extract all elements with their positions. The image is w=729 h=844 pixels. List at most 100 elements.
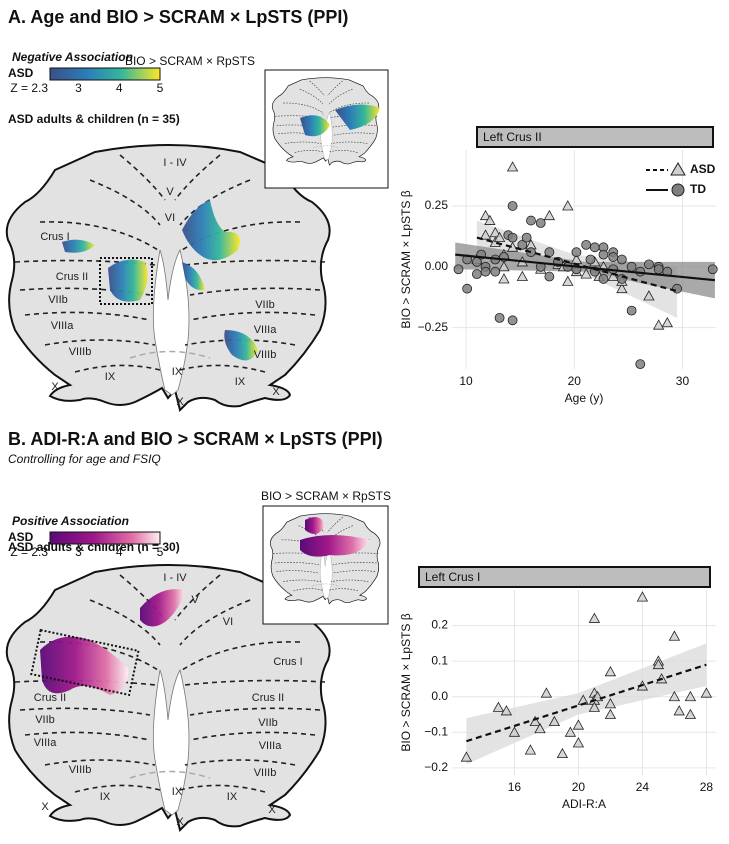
point	[626, 261, 637, 272]
colorbar-title: Negative Association	[12, 50, 133, 64]
region-label: VIIIb	[254, 349, 277, 361]
point	[535, 218, 546, 228]
region-label: X	[176, 816, 184, 828]
point	[571, 247, 582, 258]
point	[636, 591, 649, 602]
point	[572, 719, 585, 730]
region-label: IX	[100, 791, 111, 803]
fit-line	[476, 236, 678, 293]
y-tick-label: −0.25	[418, 320, 449, 334]
x-axis-label: Age (y)	[565, 391, 604, 405]
point	[580, 268, 592, 279]
point	[684, 690, 697, 702]
point	[616, 282, 628, 294]
point	[529, 715, 541, 727]
point	[608, 252, 619, 262]
point	[673, 705, 685, 716]
region-label: VIIIa	[51, 320, 75, 332]
panel-title: A. Age and BIO > SCRAM × LpSTS (PPI)	[8, 7, 348, 27]
region-label: VIIb	[48, 294, 68, 306]
point	[471, 269, 482, 280]
point	[585, 254, 596, 265]
point	[540, 687, 553, 698]
point	[507, 232, 518, 243]
region-label: VIIIb	[254, 767, 277, 779]
point	[644, 259, 654, 270]
x-axis-label: ADI-R:A	[562, 797, 606, 811]
strip	[476, 126, 714, 148]
point	[616, 254, 627, 265]
point	[598, 249, 609, 260]
point	[562, 275, 574, 286]
point	[572, 737, 585, 748]
point	[581, 239, 592, 250]
y-tick-label: 0.0	[431, 689, 448, 703]
region-label: IX	[227, 791, 238, 803]
legend-marker	[670, 162, 686, 176]
point	[534, 722, 546, 734]
fit-line	[455, 253, 716, 282]
point	[484, 214, 496, 225]
region-label: VIIIa	[259, 740, 283, 752]
strip-label: Left Crus II	[483, 130, 542, 144]
point	[616, 274, 627, 284]
region-label: IX	[172, 786, 183, 798]
strip-label: Left Crus I	[425, 570, 480, 584]
colorbar-tick-label: Z = 2.3	[10, 81, 48, 95]
point	[508, 726, 521, 737]
roi-box	[99, 257, 153, 305]
x-tick-label: 28	[700, 780, 714, 794]
region-label: X	[41, 801, 49, 813]
strip	[418, 566, 711, 588]
inset-title: BIO > SCRAM × RpSTS	[261, 489, 391, 503]
x-tick-label: 20	[572, 780, 586, 794]
x-tick-label: 16	[508, 780, 522, 794]
colorbar-tick-label: 4	[116, 545, 123, 559]
inset-blobs	[300, 104, 380, 137]
y-tick-label: 0.00	[425, 259, 449, 273]
point	[548, 715, 561, 727]
region-label: I - IV	[163, 572, 187, 584]
sample-label: ASD adults & children (n = 35)	[8, 112, 180, 126]
point	[507, 315, 518, 326]
region-label: VI	[223, 616, 233, 628]
colorbar-tick-label: 3	[75, 81, 82, 95]
point	[543, 209, 556, 221]
region-label: VIIb	[258, 717, 278, 729]
region-label: Crus II	[56, 271, 88, 283]
region-label: VI	[165, 212, 175, 224]
region-label: VIIIa	[34, 737, 58, 749]
point	[492, 701, 505, 712]
point	[460, 751, 473, 762]
point	[652, 319, 665, 330]
point	[604, 666, 617, 677]
region-label: V	[166, 186, 174, 198]
point	[604, 708, 617, 719]
colorbar-tick-label: 4	[116, 81, 123, 95]
point	[707, 264, 718, 275]
point	[462, 283, 473, 294]
region-label: Crus II	[252, 692, 284, 704]
point	[604, 698, 617, 709]
activation-blobs	[62, 200, 258, 361]
fit-line	[466, 663, 707, 743]
point	[607, 270, 619, 281]
y-tick-label: 0.2	[431, 618, 448, 632]
point	[684, 708, 697, 719]
region-label: V	[191, 594, 199, 606]
point	[498, 273, 510, 284]
y-tick-label: 0.1	[431, 653, 448, 667]
point	[480, 266, 491, 277]
region-label: X	[272, 386, 280, 398]
legend-label: ASD	[690, 162, 716, 176]
x-tick-label: 10	[459, 374, 473, 388]
point	[517, 239, 528, 250]
point	[598, 274, 609, 284]
point	[507, 201, 518, 211]
point	[564, 726, 577, 737]
point	[498, 260, 510, 272]
y-tick-label: −0.2	[424, 760, 448, 774]
point	[500, 705, 513, 716]
region-label: VIIb	[35, 714, 55, 726]
